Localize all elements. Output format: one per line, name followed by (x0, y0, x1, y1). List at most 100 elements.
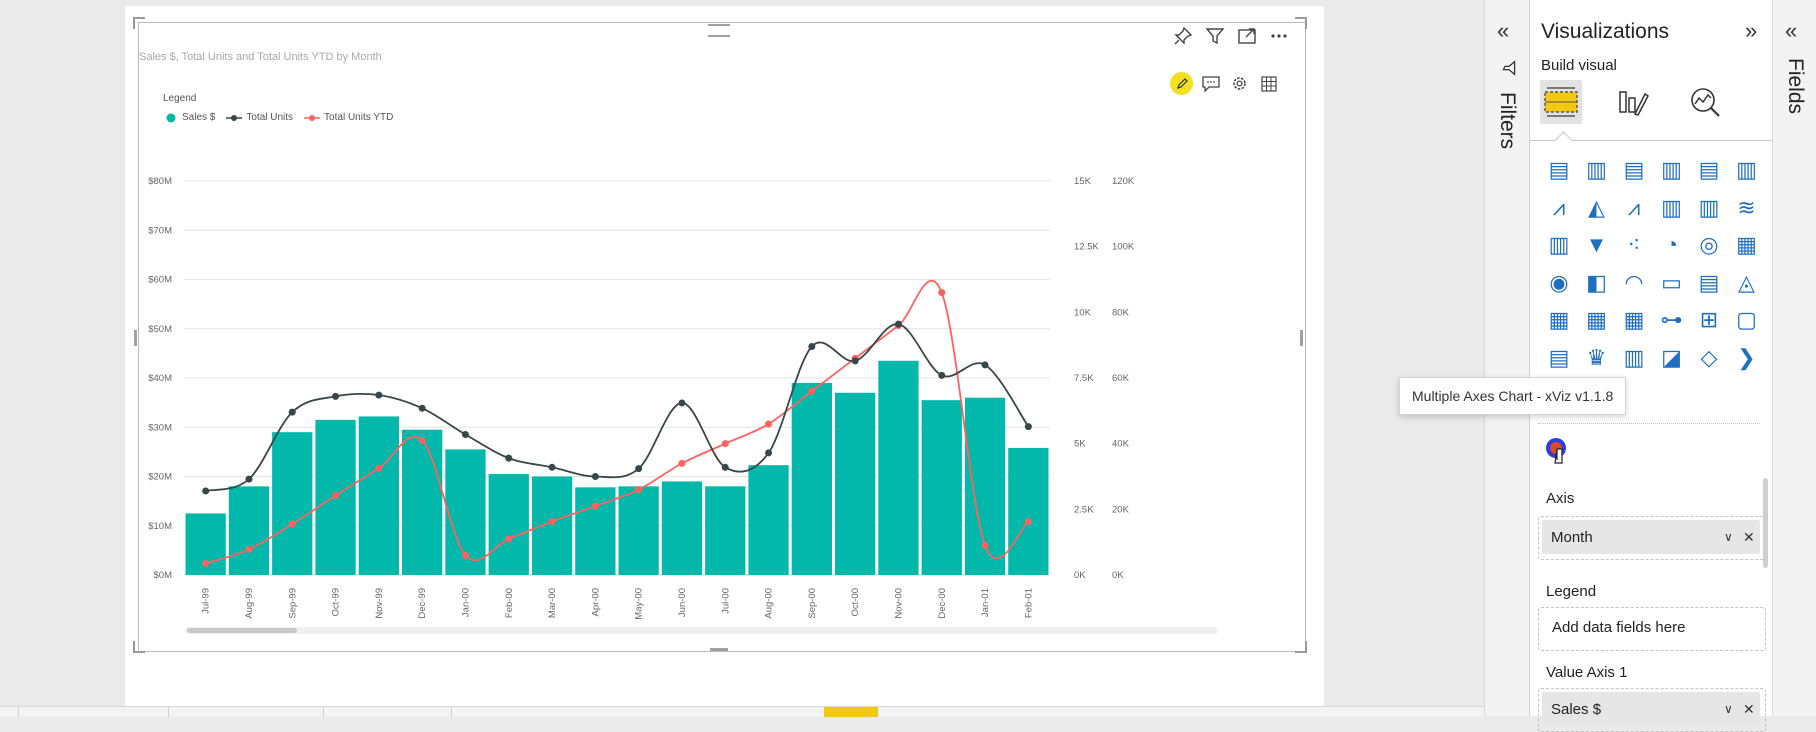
pie-chart-icon[interactable]: ◔ (1664, 232, 1679, 257)
total-units-ytd-point (635, 486, 643, 494)
bar (272, 432, 313, 575)
100-stacked-bar-chart-icon[interactable]: ▤ (1698, 157, 1720, 182)
chevron-down-icon[interactable]: ∨ (1724, 702, 1733, 716)
filters-pane-label[interactable]: Filters (1496, 92, 1519, 150)
page-tab[interactable] (168, 707, 324, 717)
clustered-bar-chart-icon[interactable]: ▤ (1623, 157, 1645, 182)
line-and-clustered-column-chart-icon[interactable]: ▥ (1698, 194, 1720, 220)
total-units-ytd-point (548, 517, 556, 525)
resize-handle-top-right[interactable] (1295, 17, 1307, 29)
filter-icon[interactable] (1204, 24, 1226, 48)
resize-handle-bottom-right[interactable] (1295, 641, 1307, 653)
trophy-icon[interactable]: ♛ (1586, 344, 1607, 370)
remove-field-icon[interactable]: ✕ (1743, 700, 1755, 717)
drag-handle-top[interactable] (708, 24, 730, 37)
stacked-area-chart-icon[interactable]: ⩘ (1627, 194, 1641, 220)
clustered-column-chart-icon[interactable]: ▥ (1661, 157, 1682, 182)
key-influencers-icon[interactable]: ⊶ (1660, 307, 1683, 332)
line-and-stacked-column-chart-icon[interactable]: ▥ (1661, 194, 1682, 220)
chevron-down-icon[interactable]: ∨ (1724, 530, 1733, 544)
decomposition-tree-icon[interactable]: ⊞ (1699, 307, 1719, 332)
total-units-ytd-point (1024, 517, 1032, 525)
resize-handle-left[interactable] (134, 330, 137, 346)
donut-chart-icon[interactable]: ◎ (1699, 232, 1719, 257)
map-icon[interactable]: ◉ (1549, 269, 1569, 295)
bar (921, 400, 962, 575)
value-axis-1-field-pill[interactable]: Sales $ ∨ ✕ (1542, 692, 1760, 726)
legend-well-label: Legend (1546, 583, 1597, 600)
multiple-axes-chart[interactable]: $0M $10M $20M $30M $40M $50M $60M $70M $80M 0K 2.5… (138, 160, 1288, 630)
chart-scrollbar[interactable] (185, 627, 1218, 634)
filled-map-icon[interactable]: ◧ (1586, 269, 1607, 295)
format-visual-tab[interactable] (1612, 80, 1654, 124)
table-icon[interactable] (1257, 72, 1280, 95)
100-stacked-column-chart-icon[interactable]: ▥ (1736, 157, 1757, 182)
treemap-icon[interactable]: ▦ (1736, 232, 1757, 257)
x-axis-tick-label: Oct-99 (331, 588, 342, 617)
stacked-bar-chart-icon[interactable]: ▤ (1548, 157, 1570, 182)
qa-icon[interactable]: ▢ (1736, 307, 1757, 332)
fields-pane-label[interactable]: Fields (1784, 58, 1807, 115)
collapse-filters-icon[interactable]: « (1497, 18, 1510, 43)
multi-row-card-icon[interactable]: ▤ (1698, 269, 1720, 295)
bar (531, 476, 573, 575)
pane-scrollbar[interactable] (1763, 478, 1768, 568)
stacked-column-chart-icon[interactable]: ▥ (1586, 157, 1607, 182)
comment-icon[interactable] (1199, 72, 1222, 95)
resize-handle-top-left[interactable] (133, 17, 145, 29)
more-options-icon[interactable] (1268, 24, 1290, 48)
value-axis-1-well-label: Value Axis 1 (1546, 664, 1628, 681)
line-chart-icon[interactable]: ⩘ (1552, 194, 1566, 220)
slicer-icon[interactable]: ▦ (1548, 307, 1570, 332)
smart-narrative-icon[interactable]: ▥ (1623, 344, 1645, 370)
total-units-point (245, 475, 253, 483)
focus-mode-icon[interactable] (1236, 24, 1258, 48)
resize-handle-bottom[interactable] (710, 648, 728, 651)
multiple-axes-chart-visual-icon[interactable] (1542, 435, 1572, 465)
visual-container[interactable] (138, 22, 1306, 652)
chart-scrollbar-thumb[interactable] (187, 628, 297, 633)
scatter-chart-icon[interactable]: ⁖ (1627, 232, 1641, 257)
active-page-tab[interactable] (824, 707, 878, 717)
power-automate-icon[interactable]: ◇ (1700, 344, 1718, 370)
total-units-ytd-point (418, 436, 426, 444)
kpi-icon[interactable]: ◬ (1738, 269, 1755, 295)
legend-item-total-units[interactable]: Total Units (226, 112, 293, 123)
visual-format-toolbar (1170, 72, 1280, 95)
collapse-fields-icon[interactable]: « (1785, 18, 1798, 43)
build-visual-tab[interactable] (1540, 80, 1582, 124)
ribbon-chart-icon[interactable]: ≋ (1737, 194, 1756, 220)
power-apps-icon[interactable]: ◪ (1661, 344, 1682, 370)
gauge-icon[interactable]: ◠ (1624, 269, 1644, 295)
x-axis-tick-label: Aug-00 (764, 588, 775, 619)
matrix-icon[interactable]: ▦ (1623, 307, 1645, 332)
legend-well[interactable]: Add data fields here (1538, 607, 1766, 651)
paginated-report-icon[interactable]: ▤ (1548, 344, 1570, 370)
area-chart-icon[interactable]: ◭ (1588, 194, 1605, 220)
page-tab[interactable] (0, 707, 19, 717)
page-tab[interactable] (18, 707, 169, 717)
card-icon[interactable]: ▭ (1661, 269, 1682, 295)
legend-item-sales[interactable]: Sales $ (166, 112, 215, 123)
report-page (125, 6, 1324, 706)
resize-handle-right[interactable] (1300, 330, 1303, 346)
y2-axis-tick-label: 12.5K (1074, 242, 1099, 253)
value-axis-1-well[interactable]: Sales $ ∨ ✕ (1538, 688, 1766, 732)
funnel-chart-icon[interactable]: ▼ (1585, 232, 1608, 257)
resize-handle-bottom-left[interactable] (133, 641, 145, 653)
axis-field-pill[interactable]: Month ∨ ✕ (1542, 520, 1760, 554)
legend-item-total-units-ytd[interactable]: Total Units YTD (304, 112, 393, 123)
remove-field-icon[interactable]: ✕ (1743, 528, 1755, 545)
chart-legend[interactable]: Sales $ Total Units Total Units YTD (166, 112, 404, 123)
more-visuals-icon[interactable]: ❯ (1737, 344, 1756, 370)
total-units-ytd-point (375, 464, 383, 472)
page-tab[interactable] (323, 707, 452, 717)
settings-icon[interactable] (1228, 72, 1251, 95)
pencil-icon[interactable] (1170, 72, 1193, 95)
expand-pane-icon[interactable]: » (1745, 18, 1758, 43)
waterfall-chart-icon[interactable]: ▥ (1548, 232, 1570, 257)
analytics-tab[interactable] (1684, 80, 1726, 124)
axis-well[interactable]: Month ∨ ✕ (1538, 516, 1766, 560)
table-visual-icon[interactable]: ▦ (1586, 307, 1607, 332)
pin-icon[interactable] (1172, 24, 1194, 48)
